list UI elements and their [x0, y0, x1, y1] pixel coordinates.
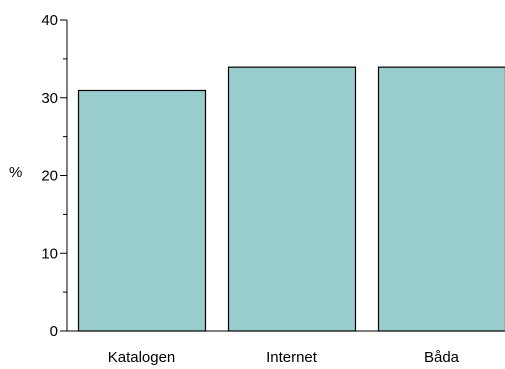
y-tick-label: 20: [41, 168, 58, 185]
y-tick-label: 0: [50, 323, 58, 340]
y-tick-label: 10: [41, 245, 58, 262]
bars: [77, 66, 505, 332]
bar-båda: [377, 66, 505, 332]
bar-internet: [227, 66, 357, 332]
y-tick-label: 30: [41, 90, 58, 107]
bar-katalogen: [77, 89, 207, 332]
y-axis-label: %: [9, 164, 23, 181]
x-tick-label: Internet: [266, 349, 318, 366]
y-tick-label: 40: [41, 12, 58, 29]
x-tick-label: Katalogen: [108, 349, 176, 366]
x-tick-labels: Katalogen Internet Båda: [108, 349, 460, 366]
x-tick-label: Båda: [424, 349, 460, 366]
